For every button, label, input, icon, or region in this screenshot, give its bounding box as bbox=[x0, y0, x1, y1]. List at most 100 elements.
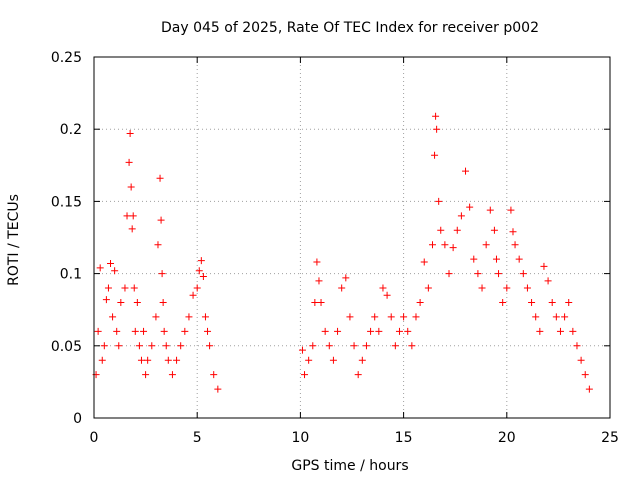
data-point bbox=[482, 241, 490, 249]
data-point bbox=[466, 203, 474, 211]
data-point bbox=[457, 212, 465, 220]
data-point bbox=[193, 284, 201, 292]
data-point bbox=[315, 277, 323, 285]
data-point bbox=[416, 298, 424, 306]
x-tick-label: 25 bbox=[601, 430, 619, 446]
data-point bbox=[152, 313, 160, 321]
x-tick-label: 5 bbox=[193, 430, 202, 446]
data-point bbox=[548, 298, 556, 306]
data-point bbox=[431, 151, 439, 159]
data-point bbox=[130, 284, 138, 292]
data-point bbox=[391, 342, 399, 350]
data-point bbox=[453, 226, 461, 234]
data-point bbox=[140, 327, 148, 335]
data-point bbox=[177, 342, 185, 350]
x-axis-label: GPS time / hours bbox=[291, 458, 408, 474]
data-point bbox=[298, 346, 306, 354]
data-point bbox=[311, 298, 319, 306]
data-point bbox=[474, 270, 482, 278]
data-point bbox=[507, 206, 515, 214]
data-point bbox=[490, 226, 498, 234]
data-point bbox=[301, 371, 309, 379]
data-point bbox=[433, 125, 441, 133]
data-point bbox=[428, 241, 436, 249]
data-point bbox=[168, 371, 176, 379]
data-point bbox=[495, 270, 503, 278]
data-point bbox=[305, 356, 313, 364]
y-axis-label: ROTI / TECUs bbox=[6, 194, 22, 286]
data-point bbox=[532, 313, 540, 321]
data-point bbox=[350, 342, 358, 350]
data-point bbox=[197, 257, 205, 265]
data-point bbox=[159, 298, 167, 306]
tick-labels: 0 5 10 15 20 25 0 0.05 0.1 0.15 0.2 0.25 bbox=[51, 50, 619, 446]
data-point bbox=[342, 274, 350, 282]
data-point bbox=[432, 112, 440, 120]
data-point bbox=[123, 212, 131, 220]
data-point bbox=[325, 342, 333, 350]
data-point bbox=[309, 342, 317, 350]
data-point bbox=[154, 241, 162, 249]
data-point bbox=[379, 284, 387, 292]
data-point bbox=[113, 327, 121, 335]
data-point bbox=[131, 327, 139, 335]
data-point bbox=[214, 385, 222, 393]
data-point bbox=[470, 255, 478, 263]
data-point bbox=[329, 356, 337, 364]
data-point bbox=[125, 158, 133, 166]
data-point bbox=[317, 298, 325, 306]
data-point bbox=[437, 226, 445, 234]
data-point bbox=[523, 284, 531, 292]
data-point bbox=[109, 313, 117, 321]
data-point bbox=[556, 327, 564, 335]
data-point bbox=[400, 313, 408, 321]
data-point bbox=[515, 255, 523, 263]
data-points bbox=[92, 112, 593, 393]
data-point bbox=[94, 327, 102, 335]
data-point bbox=[338, 284, 346, 292]
data-point bbox=[157, 216, 165, 224]
data-point bbox=[585, 385, 593, 393]
data-point bbox=[404, 327, 412, 335]
y-tick-label: 0.15 bbox=[51, 194, 82, 210]
data-point bbox=[181, 327, 189, 335]
data-point bbox=[544, 277, 552, 285]
data-point bbox=[158, 270, 166, 278]
data-point bbox=[395, 327, 403, 335]
grid-lines bbox=[94, 57, 610, 418]
data-point bbox=[148, 342, 156, 350]
data-point bbox=[420, 258, 428, 266]
data-point bbox=[121, 284, 129, 292]
data-point bbox=[204, 327, 212, 335]
data-point bbox=[206, 342, 214, 350]
data-point bbox=[581, 371, 589, 379]
data-point bbox=[354, 371, 362, 379]
data-point bbox=[104, 284, 112, 292]
data-point bbox=[528, 298, 536, 306]
data-point bbox=[210, 371, 218, 379]
data-point bbox=[503, 284, 511, 292]
data-point bbox=[137, 356, 145, 364]
data-point bbox=[133, 298, 141, 306]
data-point bbox=[321, 327, 329, 335]
data-point bbox=[129, 212, 137, 220]
data-point bbox=[107, 259, 115, 267]
data-point bbox=[445, 270, 453, 278]
data-point bbox=[519, 270, 527, 278]
data-point bbox=[367, 327, 375, 335]
data-point bbox=[115, 342, 123, 350]
data-point bbox=[362, 342, 370, 350]
data-point bbox=[142, 371, 150, 379]
data-point bbox=[511, 241, 519, 249]
data-point bbox=[509, 228, 517, 236]
data-point bbox=[536, 327, 544, 335]
x-tick-label: 10 bbox=[291, 430, 309, 446]
data-point bbox=[111, 267, 119, 275]
data-point bbox=[449, 244, 457, 252]
data-point bbox=[552, 313, 560, 321]
y-tick-label: 0.25 bbox=[51, 50, 82, 66]
x-tick-label: 15 bbox=[395, 430, 413, 446]
data-point bbox=[462, 167, 470, 175]
x-tick-label: 20 bbox=[498, 430, 516, 446]
data-point bbox=[561, 313, 569, 321]
